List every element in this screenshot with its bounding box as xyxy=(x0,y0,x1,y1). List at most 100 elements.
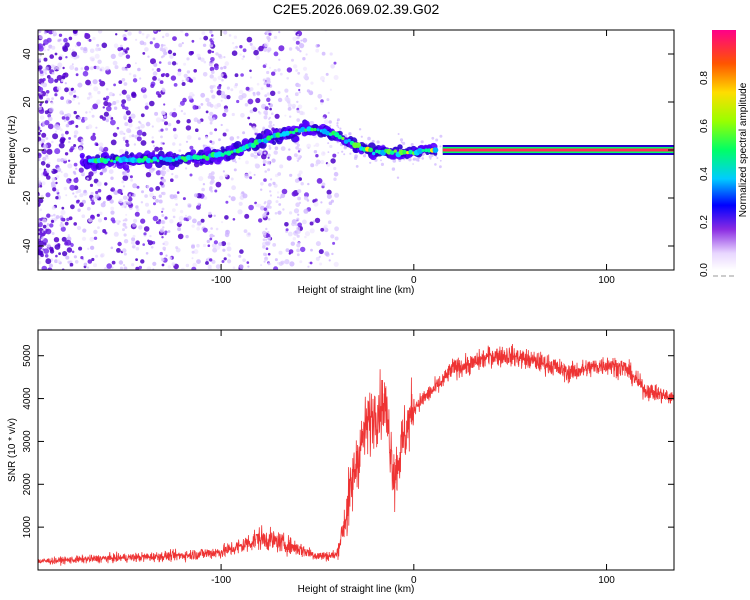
speckle-dot xyxy=(69,262,74,267)
speckle-dot xyxy=(84,32,88,37)
speckle-dot xyxy=(133,143,137,146)
speckle-dot xyxy=(55,124,61,131)
speckle-dot xyxy=(112,101,117,105)
speckle-dot xyxy=(61,116,66,120)
speckle-dot xyxy=(185,140,189,143)
speckle-dot xyxy=(318,255,321,258)
speckle-dot xyxy=(48,107,54,113)
speckle-dot xyxy=(279,164,284,169)
speckle-dot xyxy=(299,260,303,264)
speckle-dot xyxy=(76,225,82,231)
speckle-dot xyxy=(60,221,63,224)
speckle-dot xyxy=(132,78,138,83)
speckle-dot xyxy=(277,97,283,103)
speckle-streak-dot xyxy=(297,189,302,194)
speckle-dot xyxy=(64,221,69,226)
spectrogram-ytick-label: 0 xyxy=(22,147,33,153)
speckle-dot xyxy=(167,61,172,65)
speckle-dot xyxy=(205,136,208,139)
speckle-streak-dot xyxy=(164,232,167,236)
speckle-dot xyxy=(198,176,204,182)
speckle-dot xyxy=(130,178,134,182)
speckle-dot xyxy=(138,120,141,124)
ridge-core-dot xyxy=(408,149,414,155)
spectrogram-xlabel: Height of straight line (km) xyxy=(298,285,415,296)
speckle-dot xyxy=(74,195,77,198)
speckle-dot xyxy=(369,161,372,164)
ridge-core-dot xyxy=(199,155,203,160)
speckle-dot xyxy=(59,38,62,42)
speckle-dot xyxy=(86,266,90,269)
speckle-dot xyxy=(183,62,187,66)
speckle-dot xyxy=(252,107,258,112)
speckle-dot xyxy=(216,102,221,108)
speckle-dot xyxy=(41,236,45,240)
speckle-dot xyxy=(47,123,54,130)
speckle-dot xyxy=(174,174,179,179)
speckle-dot xyxy=(73,110,77,115)
speckle-dot xyxy=(121,89,127,95)
speckle-dot xyxy=(439,159,442,162)
spectrogram-ylabel: Frequency (Hz) xyxy=(7,116,18,185)
speckle-dot xyxy=(183,217,187,221)
speckle-dot xyxy=(45,258,52,265)
speckle-dot xyxy=(95,143,99,147)
speckle-dot xyxy=(196,53,201,58)
speckle-dot xyxy=(439,165,442,169)
spectrogram-xtick-label: 0 xyxy=(411,275,417,286)
speckle-dot xyxy=(221,260,225,263)
snr-xtick-label: 0 xyxy=(411,575,417,586)
speckle-dot xyxy=(245,160,249,165)
speckle-dot xyxy=(220,66,224,70)
speckle-dot xyxy=(83,116,88,121)
ridge-core-dot xyxy=(284,130,290,136)
speckle-streak-dot xyxy=(266,160,271,165)
speckle-dot xyxy=(309,261,313,265)
speckle-dot xyxy=(287,103,292,108)
speckle-dot xyxy=(127,200,132,205)
speckle-dot xyxy=(45,228,49,232)
speckle-dot xyxy=(258,45,264,52)
speckle-dot xyxy=(38,198,44,204)
speckle-dot xyxy=(178,215,184,221)
speckle-dot xyxy=(225,200,229,204)
speckle-dot xyxy=(57,62,63,68)
speckle-streak-dot xyxy=(209,121,213,125)
speckle-dot xyxy=(249,87,254,92)
ridge-halo-dot xyxy=(293,136,300,142)
speckle-dot xyxy=(118,80,123,84)
speckle-dot xyxy=(73,130,79,135)
speckle-dot xyxy=(91,58,95,62)
speckle-dot xyxy=(248,204,254,211)
speckle-dot xyxy=(220,123,223,127)
speckle-dot xyxy=(329,144,333,149)
speckle-dot xyxy=(315,142,320,147)
speckle-dot xyxy=(55,181,58,185)
speckle-streak-dot xyxy=(297,150,301,153)
speckle-dot xyxy=(178,43,183,48)
speckle-dot xyxy=(184,32,189,37)
speckle-dot xyxy=(81,236,87,241)
speckle-dot xyxy=(392,159,397,163)
speckle-dot xyxy=(334,192,340,198)
speckle-dot xyxy=(132,234,136,238)
speckle-dot xyxy=(99,211,103,216)
speckle-dot xyxy=(89,236,95,242)
speckle-dot xyxy=(181,82,186,86)
speckle-dot xyxy=(41,132,47,138)
speckle-dot xyxy=(125,67,129,72)
speckle-dot xyxy=(326,194,332,199)
speckle-dot xyxy=(327,111,330,114)
speckle-dot xyxy=(220,99,223,102)
speckle-dot xyxy=(124,50,128,54)
speckle-dot xyxy=(48,116,53,122)
speckle-dot xyxy=(128,134,132,138)
ridge-core-dot xyxy=(107,158,110,162)
speckle-dot xyxy=(51,71,55,76)
speckle-dot xyxy=(100,148,104,151)
speckle-streak-dot xyxy=(266,202,271,207)
speckle-dot xyxy=(435,138,439,142)
speckle-streak-dot xyxy=(296,248,300,253)
speckle-dot xyxy=(192,218,197,224)
speckle-dot xyxy=(65,130,69,135)
